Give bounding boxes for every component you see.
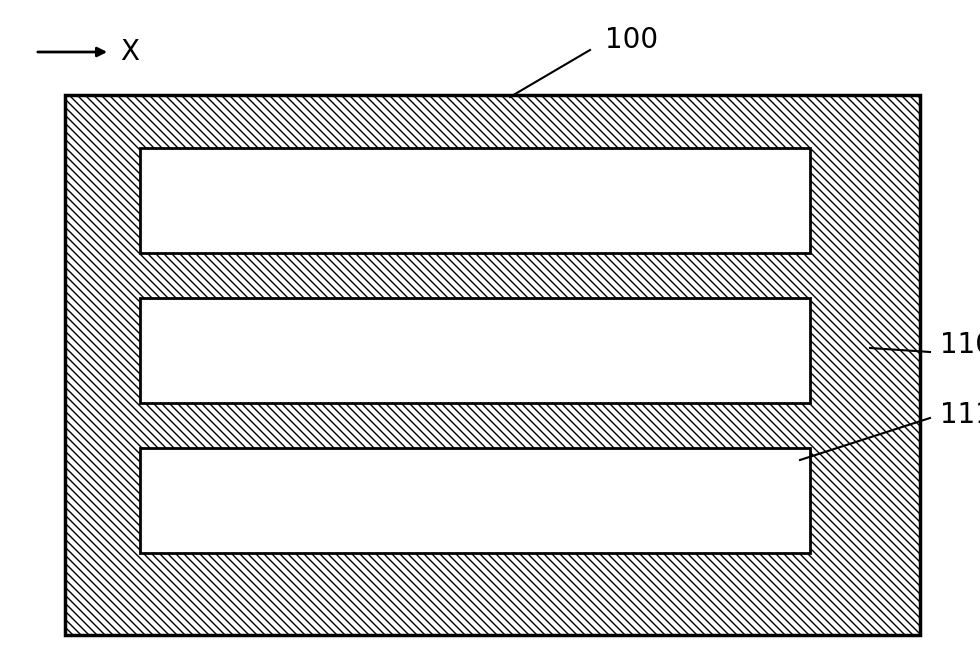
Bar	[65, 95, 920, 635]
Bar	[140, 448, 810, 553]
Text: X: X	[120, 38, 139, 66]
Bar	[140, 448, 810, 553]
Text: 111: 111	[940, 401, 980, 429]
Bar	[65, 95, 920, 635]
Text: 110: 110	[940, 331, 980, 359]
Bar	[140, 148, 810, 253]
Bar	[140, 298, 810, 403]
Bar	[140, 298, 810, 403]
Text: 100: 100	[605, 26, 659, 54]
Bar	[140, 148, 810, 253]
